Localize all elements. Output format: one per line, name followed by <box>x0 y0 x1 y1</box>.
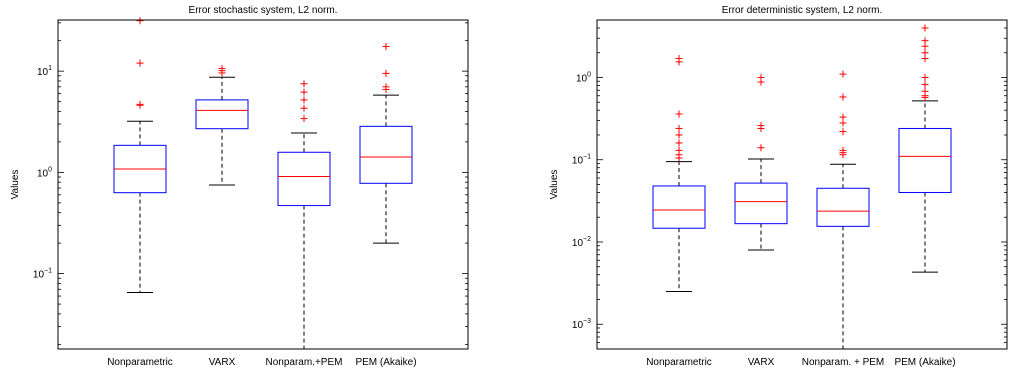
y-tick-exponent: −1 <box>583 154 591 161</box>
iqr-box <box>359 125 413 184</box>
outlier-point <box>921 49 929 57</box>
outlier-point <box>675 110 683 118</box>
y-tick-exponent: 0 <box>587 71 591 78</box>
outlier-point <box>839 146 847 154</box>
outlier-point <box>921 81 929 89</box>
y-tick-base: 10 <box>33 270 45 281</box>
outlier-point <box>675 124 683 132</box>
box-4 <box>359 43 413 244</box>
outlier-point <box>136 100 144 108</box>
chart-panel-2: Error deterministic system, L2 norm. Valu… <box>549 5 1008 368</box>
outlier-point <box>218 65 226 73</box>
plot-frame <box>596 19 1008 350</box>
y-tick-base: 10 <box>37 168 49 179</box>
y-tick-exponent: −3 <box>583 318 591 325</box>
outlier-point <box>839 113 847 121</box>
y-tick-label: 10−2 <box>572 236 591 249</box>
box-4 <box>898 24 952 273</box>
y-axis-label: Values <box>10 170 21 200</box>
outlier-point <box>839 93 847 101</box>
box-1 <box>113 17 167 294</box>
outlier-point <box>675 146 683 154</box>
plot-frame <box>57 19 469 350</box>
outlier-point <box>839 128 847 136</box>
x-tick-label: PEM (Akaike) <box>894 357 955 368</box>
box-3 <box>816 70 870 350</box>
y-tick-exponent: 1 <box>48 65 52 72</box>
y-tick-label: 10−3 <box>572 318 591 331</box>
outlier-point <box>839 70 847 78</box>
y-tick-base: 10 <box>572 320 584 331</box>
outlier-point <box>382 43 390 51</box>
x-tick-label: Nonparametric <box>107 357 173 368</box>
iqr-box <box>652 185 706 229</box>
y-tick-base: 10 <box>572 238 584 249</box>
box-1 <box>652 55 706 293</box>
y-tick-label: 10−1 <box>33 268 52 281</box>
outlier-point <box>921 87 929 95</box>
y-tick-exponent: −2 <box>583 236 591 243</box>
x-tick-label: Nonparam. + PEM <box>802 357 885 368</box>
x-tick-label: Nonparametric <box>646 357 712 368</box>
y-tick-base: 10 <box>576 73 588 84</box>
outlier-point <box>300 104 308 112</box>
outlier-point <box>300 80 308 88</box>
x-tick-label: VARX <box>748 357 775 368</box>
x-tick-label: VARX <box>209 357 236 368</box>
box-2 <box>734 73 788 251</box>
y-tick-base: 10 <box>37 67 49 78</box>
outlier-point <box>300 115 308 123</box>
outlier-point <box>300 88 308 96</box>
iqr-box <box>898 127 952 193</box>
x-tick-label: Nonparam.+PEM <box>266 357 343 368</box>
x-tick-label: PEM (Akaike) <box>355 357 416 368</box>
outlier-point <box>382 69 390 77</box>
box-3 <box>277 80 331 350</box>
iqr-box <box>195 99 249 130</box>
iqr-box <box>734 182 788 225</box>
iqr-box <box>816 187 870 227</box>
box-2 <box>195 65 249 186</box>
outlier-point <box>921 37 929 45</box>
chart-title: Error deterministic system, L2 norm. <box>722 5 883 16</box>
y-axis-label: Values <box>549 170 560 200</box>
outlier-point <box>136 59 144 67</box>
y-tick-base: 10 <box>572 156 584 167</box>
chart-panel-1: Error stochastic system, L2 norm. Values 1… <box>10 5 469 368</box>
y-tick-exponent: −1 <box>44 268 52 275</box>
outlier-point <box>757 73 765 81</box>
outlier-point <box>757 144 765 152</box>
outlier-point <box>675 55 683 63</box>
outlier-point <box>921 73 929 81</box>
outlier-point <box>757 122 765 130</box>
outlier-point <box>675 139 683 147</box>
y-tick-label: 10−1 <box>572 154 591 167</box>
y-tick-label: 100 <box>576 71 591 84</box>
y-tick-exponent: 0 <box>48 166 52 173</box>
outlier-point <box>839 119 847 127</box>
outlier-point <box>300 96 308 104</box>
outlier-point <box>675 131 683 139</box>
y-tick-label: 100 <box>37 166 52 179</box>
chart-title: Error stochastic system, L2 norm. <box>189 5 338 16</box>
outlier-point <box>921 24 929 32</box>
y-tick-label: 101 <box>37 65 52 78</box>
outlier-point <box>136 17 144 25</box>
outlier-point <box>382 83 390 91</box>
iqr-box <box>277 151 331 207</box>
